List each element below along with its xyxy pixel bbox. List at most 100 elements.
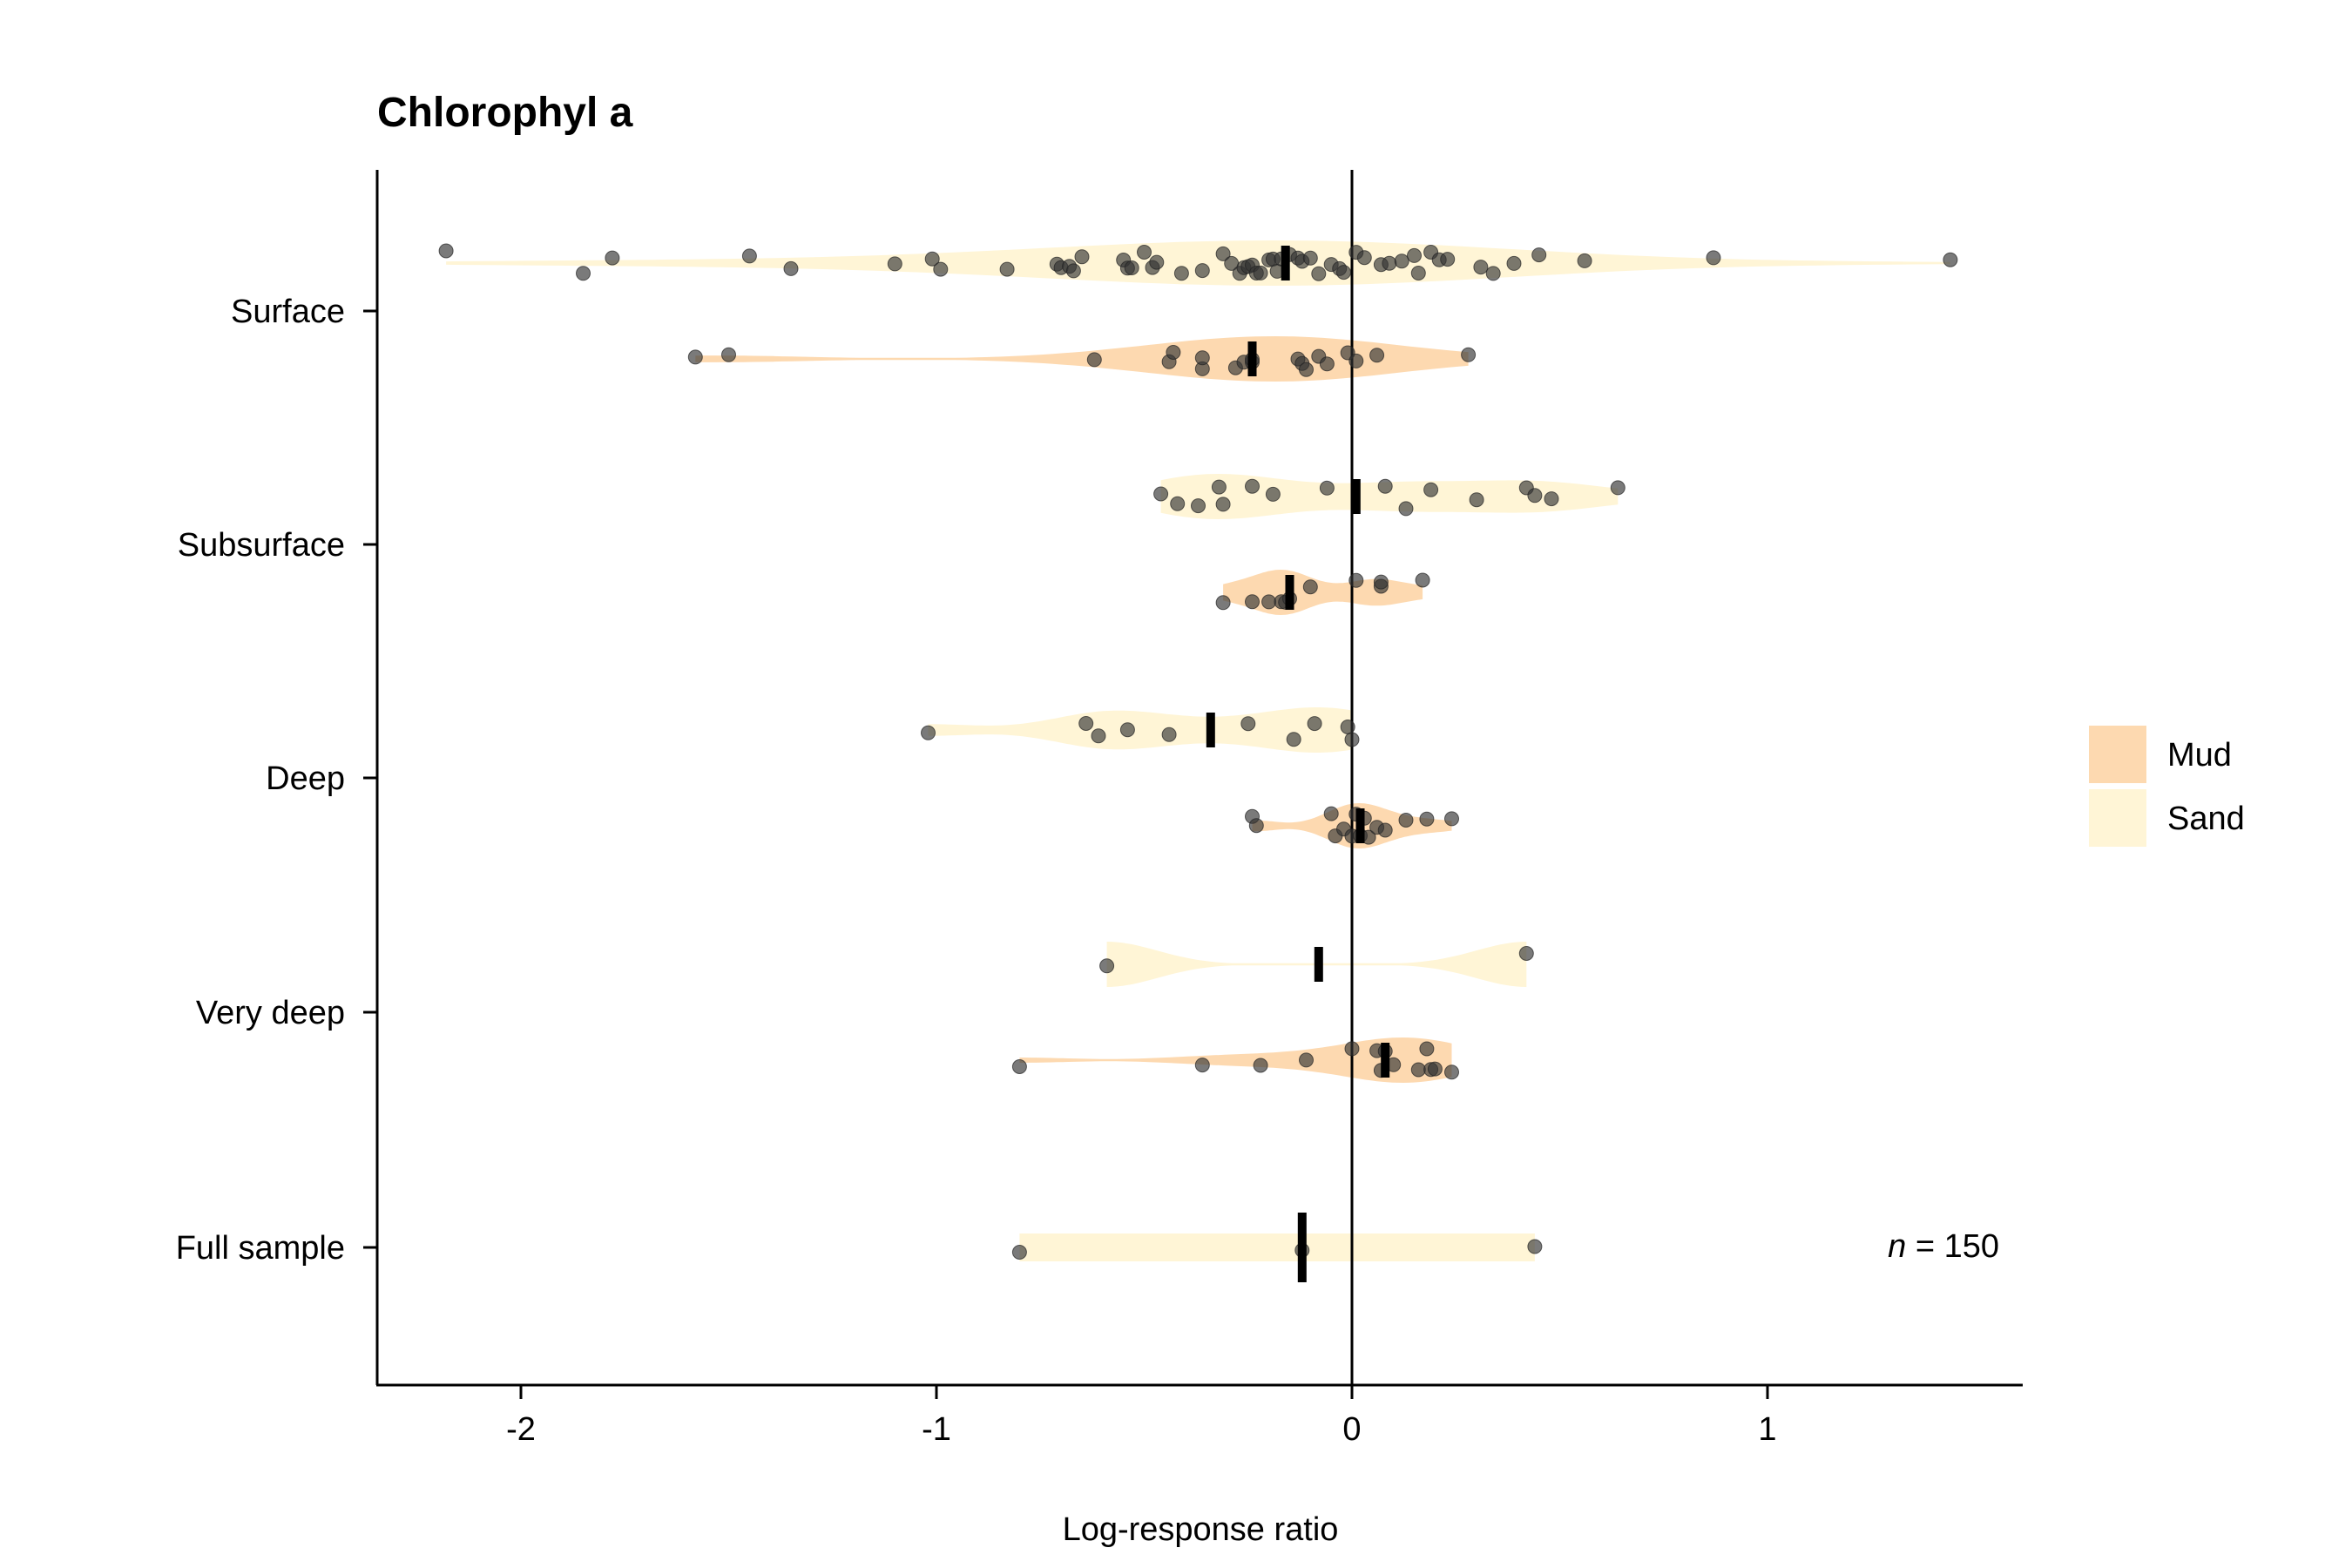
data-point — [1170, 496, 1186, 511]
data-point — [1311, 266, 1327, 281]
data-point — [1319, 480, 1335, 496]
points — [438, 243, 1958, 1260]
data-point — [1245, 478, 1260, 494]
data-point — [1348, 353, 1364, 368]
data-point — [1377, 478, 1393, 494]
median-marker — [1247, 341, 1257, 376]
violin-surface-mud — [695, 336, 1469, 382]
data-point — [1265, 486, 1281, 502]
data-point — [1336, 265, 1351, 280]
data-point — [1473, 260, 1489, 275]
x-tick-label: -1 — [922, 1411, 951, 1448]
data-point — [1215, 497, 1231, 512]
data-point — [1407, 247, 1422, 263]
data-point — [1427, 1061, 1443, 1077]
data-point — [1394, 253, 1409, 269]
data-point — [1137, 245, 1152, 260]
legend: Mud Sand — [2089, 726, 2245, 847]
data-point — [721, 347, 736, 362]
data-point — [1373, 574, 1389, 590]
y-ticks: Surface Subsurface Deep Very deep Full sampl… — [176, 294, 377, 1267]
data-point — [1398, 501, 1414, 517]
data-point — [1011, 1245, 1027, 1260]
x-axis-title: Log-response ratio — [1063, 1511, 1339, 1548]
data-point — [1340, 720, 1355, 734]
data-point — [1943, 252, 1958, 267]
data-point — [1410, 266, 1426, 280]
violin-full-sample-sand — [1019, 1233, 1535, 1261]
data-point — [438, 243, 454, 259]
data-point — [1444, 1064, 1459, 1080]
data-point — [1469, 492, 1484, 508]
median-marker — [1314, 947, 1323, 982]
y-tick-label: Full sample — [176, 1230, 345, 1267]
data-point — [1086, 352, 1102, 368]
data-point — [1419, 811, 1435, 827]
data-point — [1261, 594, 1277, 610]
medians — [1206, 246, 1390, 1282]
data-point — [1348, 572, 1364, 588]
y-tick-label: Deep — [266, 760, 345, 797]
data-point — [1544, 491, 1559, 507]
median-marker — [1381, 1043, 1390, 1078]
data-point — [921, 725, 936, 740]
data-point — [1074, 249, 1090, 265]
legend-label-mud: Mud — [2167, 737, 2232, 774]
data-point — [1419, 1041, 1435, 1057]
data-point — [1191, 498, 1206, 514]
data-point — [887, 256, 902, 272]
data-point — [1194, 1058, 1210, 1073]
median-marker — [1351, 479, 1361, 514]
data-point — [576, 266, 591, 281]
y-tick-label: Very deep — [196, 995, 345, 1031]
legend-swatch-mud — [2089, 726, 2146, 783]
x-tick-label: -2 — [506, 1411, 536, 1448]
legend-label-sand: Sand — [2167, 801, 2245, 837]
data-point — [1415, 572, 1430, 588]
data-point — [1531, 247, 1547, 263]
data-point — [1194, 263, 1210, 279]
data-point — [1124, 260, 1139, 275]
median-marker — [1285, 575, 1294, 610]
data-point — [1410, 1062, 1426, 1078]
legend-swatch-sand — [2089, 789, 2146, 847]
data-point — [1245, 594, 1260, 610]
x-tick-label: 1 — [1758, 1411, 1776, 1448]
data-point — [1286, 732, 1301, 747]
data-point — [1099, 958, 1115, 974]
data-point — [1377, 822, 1393, 838]
data-point — [1506, 255, 1522, 271]
data-point — [1065, 263, 1081, 279]
y-tick-label: Subsurface — [178, 527, 345, 564]
data-point — [933, 261, 949, 277]
data-point — [1194, 350, 1210, 366]
data-point — [1215, 246, 1231, 261]
data-point — [1078, 716, 1094, 731]
median-marker — [1355, 808, 1365, 843]
median-marker — [1297, 1213, 1307, 1282]
data-point — [1356, 250, 1372, 266]
data-point — [1153, 486, 1169, 502]
x-ticks: -2 -1 0 1 — [506, 1385, 1777, 1448]
data-point — [924, 251, 940, 267]
data-point — [1211, 479, 1227, 495]
data-point — [999, 261, 1015, 277]
data-point — [1248, 818, 1264, 834]
data-point — [1166, 345, 1181, 360]
x-tick-label: 0 — [1342, 1411, 1361, 1448]
violins — [446, 240, 1950, 1261]
data-point — [1161, 727, 1177, 742]
median-marker — [1206, 713, 1215, 747]
data-point — [1215, 595, 1231, 611]
annotation-text: = 150 — [1906, 1228, 1999, 1265]
data-point — [1461, 347, 1477, 362]
y-tick-label: Surface — [231, 294, 345, 330]
data-point — [783, 260, 799, 276]
violin-very-deep-mud — [1019, 1037, 1452, 1083]
data-point — [1440, 252, 1456, 267]
violin-subsurface-sand — [1160, 474, 1619, 519]
data-point — [1344, 1041, 1360, 1057]
data-point — [1706, 250, 1721, 266]
data-point — [1382, 255, 1397, 271]
